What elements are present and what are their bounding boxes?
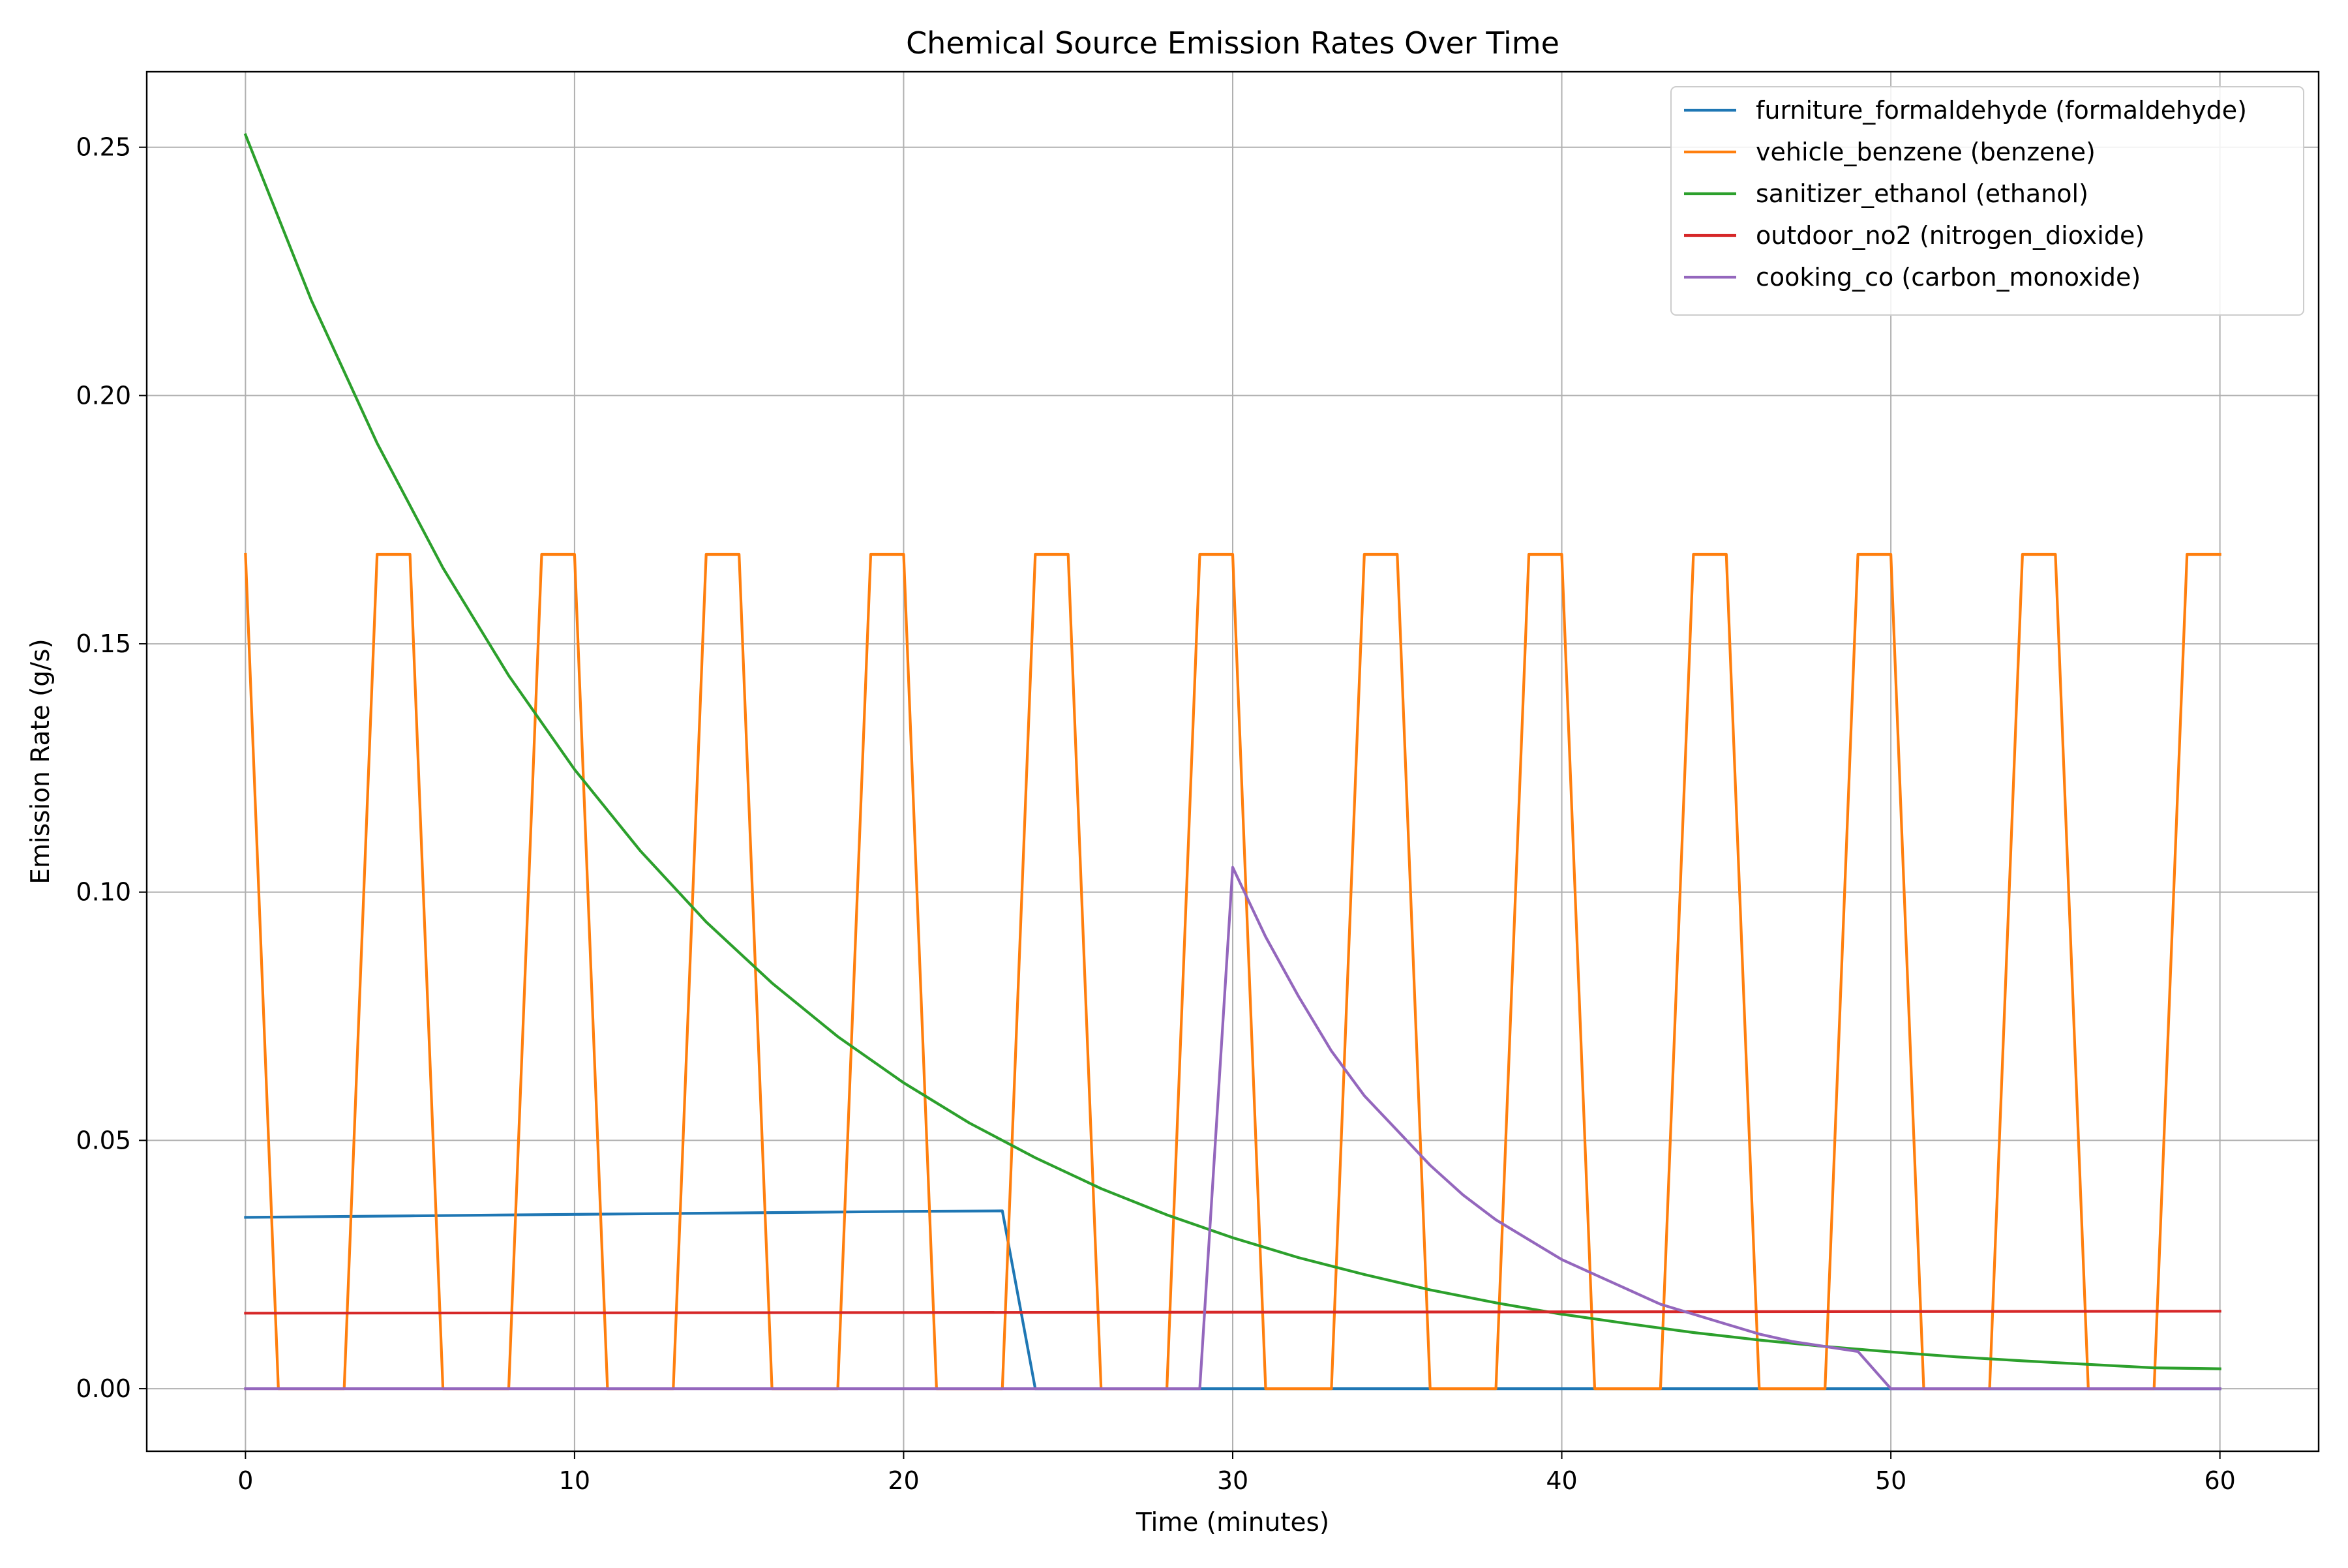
legend-label-1: furniture_formaldehyde (formaldehyde) — [1756, 96, 2247, 125]
x-tick-label: 60 — [2204, 1466, 2235, 1495]
series-line-2 — [244, 552, 2221, 1391]
series-line-4 — [244, 1310, 2221, 1315]
y-tick-label: 0.25 — [76, 133, 131, 162]
chart-title: Chemical Source Emission Rates Over Time — [906, 25, 1559, 61]
x-tick-label: 50 — [1875, 1466, 1906, 1495]
legend-box — [1670, 86, 2304, 316]
series-lines — [243, 132, 2221, 1391]
axis-ticks: 0 10 20 30 40 50 60 0.00 0.05 0.10 0.15 0.20 0.25 — [76, 133, 2235, 1495]
y-tick-label: 0.10 — [76, 878, 131, 907]
y-tick-label: 0.15 — [76, 629, 131, 658]
legend: furniture_formaldehyde (formaldehyde) veh… — [1670, 86, 2304, 316]
x-tick-label: 10 — [559, 1466, 590, 1495]
legend-label-5: cooking_co (carbon_monoxide) — [1756, 263, 2141, 292]
y-axis-label: Emission Rate (g/s) — [26, 639, 55, 884]
x-axis-label: Time (minutes) — [1136, 1508, 1329, 1537]
series-line-3 — [243, 132, 2221, 1370]
legend-label-2: vehicle_benzene (benzene) — [1756, 138, 2096, 166]
legend-label-3: sanitizer_ethanol (ethanol) — [1756, 179, 2088, 208]
x-tick-label: 40 — [1546, 1466, 1577, 1495]
x-tick-label: 30 — [1217, 1466, 1248, 1495]
series-line-5 — [244, 866, 2221, 1391]
x-tick-label: 20 — [888, 1466, 919, 1495]
legend-label-4: outdoor_no2 (nitrogen_dioxide) — [1756, 221, 2145, 250]
x-tick-label: 0 — [237, 1466, 253, 1495]
y-tick-label: 0.00 — [76, 1374, 131, 1403]
y-tick-label: 0.05 — [76, 1126, 131, 1154]
y-tick-label: 0.20 — [76, 381, 131, 410]
